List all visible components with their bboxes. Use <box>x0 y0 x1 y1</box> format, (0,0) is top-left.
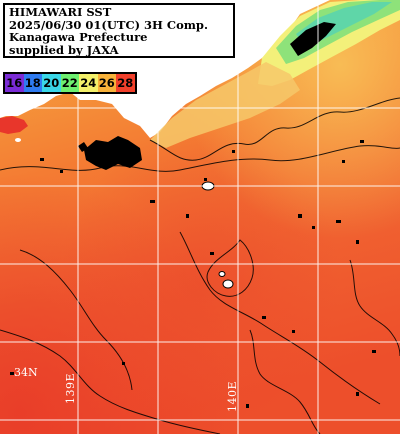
grid-label-latitude: 34N <box>14 366 38 379</box>
title-line-supplier: supplied by JAXA <box>9 42 119 57</box>
legend-swatch-18: 18 <box>23 74 42 92</box>
grid-label-longitude-west: 139E <box>64 372 77 404</box>
temperature-legend: 16 18 20 22 24 26 28 <box>3 72 137 94</box>
legend-swatch-28: 28 <box>116 74 135 92</box>
no-data-speckles <box>10 140 376 408</box>
no-data-patch-sagami <box>84 136 142 170</box>
legend-swatch-16: 16 <box>5 74 24 92</box>
no-data-patch-small <box>78 142 88 152</box>
title-line-region: Kanagawa Prefecture <box>9 30 148 44</box>
legend-swatch-24: 24 <box>79 74 98 92</box>
nearshore-cool-zone <box>150 62 300 148</box>
map-title-box: HIMAWARI SST 2025/06/30 01(UTC) 3H Comp.… <box>3 3 235 58</box>
island-left <box>15 138 21 142</box>
grid-label-longitude-east: 140E <box>226 380 239 412</box>
title-line-datetime: 2025/06/30 01(UTC) 3H Comp. <box>9 17 208 32</box>
warm-patch-west <box>0 116 28 134</box>
legend-swatch-20: 20 <box>42 74 61 92</box>
coastal-no-data <box>290 22 336 56</box>
isotherm-lines <box>0 97 400 434</box>
island-niijima <box>218 271 226 277</box>
legend-swatch-22: 22 <box>60 74 79 92</box>
title-line-product: HIMAWARI SST <box>9 5 112 19</box>
legend-swatch-26: 26 <box>97 74 116 92</box>
island-toshima <box>222 279 234 289</box>
